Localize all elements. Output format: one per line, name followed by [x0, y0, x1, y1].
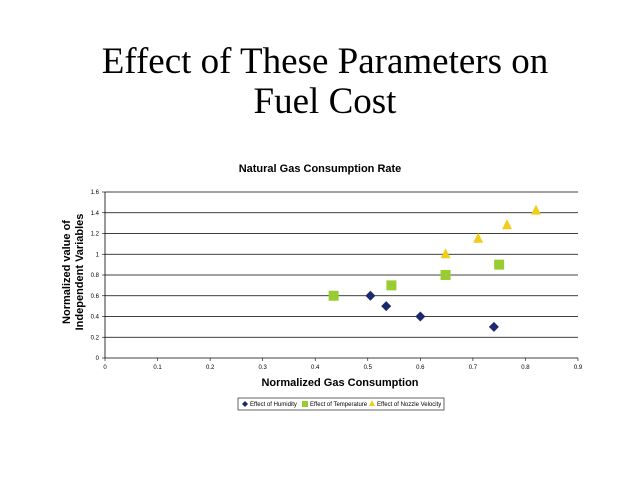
y-tick-label: 0: [96, 356, 100, 362]
x-tick-label: 0.4: [311, 365, 320, 371]
diamond-point: [415, 311, 426, 322]
y-axis-title: Normalized value of Independent Variable…: [61, 214, 86, 331]
y-tick-label: 1.2: [91, 232, 100, 238]
diamond-point: [488, 321, 499, 332]
x-tick-label: 0.3: [258, 365, 267, 371]
y-tick-labels: 0 0.2 0.4 0.6 0.8 1 1.2 1.4 1.6: [91, 190, 100, 362]
legend-square-icon: [302, 401, 308, 407]
x-tick-label: 0.5: [364, 365, 373, 371]
legend-box: [237, 397, 445, 411]
y-tick-label: 0.4: [91, 315, 100, 321]
axes: [102, 191, 579, 361]
square-point: [494, 259, 505, 270]
diamond-point: [381, 301, 392, 312]
x-tick-label: 0.2: [206, 365, 215, 371]
legend-label: Effect of Humidity: [250, 402, 297, 408]
y-tick-label: 0.2: [91, 335, 100, 341]
legend-triangle-icon: [369, 400, 375, 406]
y-tick-label: 1: [96, 252, 100, 258]
y-axis-title-line-1: Normalized value of: [61, 220, 73, 324]
x-tick-label: 0.6: [416, 365, 425, 371]
y-tick-label: 0.6: [91, 294, 100, 300]
y-axis-title-line-2: Independent Variables: [74, 214, 86, 331]
gridlines: [105, 191, 578, 338]
legend: Effect of Humidity Effect of Temperature E…: [237, 397, 445, 411]
legend-diamond-icon: [242, 401, 248, 407]
x-tick-labels: 0 0.1 0.2 0.3 0.4 0.5 0.6 0.7 0.8 0.9: [103, 365, 583, 371]
square-point: [328, 290, 339, 301]
y-tick-label: 0.8: [91, 273, 100, 279]
x-tick-label: 0: [103, 365, 107, 371]
y-tick-label: 1.4: [91, 211, 100, 217]
slide-title: Effect of These Parameters on Fuel Cost: [60, 42, 590, 122]
triangle-point: [530, 204, 541, 215]
x-axis-title: Normalized Gas Consumption: [261, 377, 418, 389]
slide-title-line-1: Effect of These Parameters on: [101, 41, 549, 82]
triangle-point: [440, 248, 451, 259]
triangle-point: [473, 232, 484, 243]
diamond-point: [365, 290, 376, 301]
data-points: [328, 204, 541, 332]
square-point: [440, 270, 451, 280]
slide-title-line-2: Fuel Cost: [253, 81, 397, 122]
legend-label: Effect of Temperature: [310, 402, 368, 408]
square-point: [386, 280, 397, 291]
triangle-point: [502, 219, 513, 230]
x-tick-label: 0.9: [574, 365, 583, 371]
x-tick-label: 0.1: [153, 365, 162, 371]
y-tick-label: 1.6: [91, 190, 100, 196]
legend-label: Effect of Nozzle Velocity: [377, 402, 441, 408]
x-tick-label: 0.8: [521, 365, 530, 371]
x-tick-label: 0.7: [469, 365, 478, 371]
chart-title: Natural Gas Consumption Rate: [239, 163, 402, 175]
